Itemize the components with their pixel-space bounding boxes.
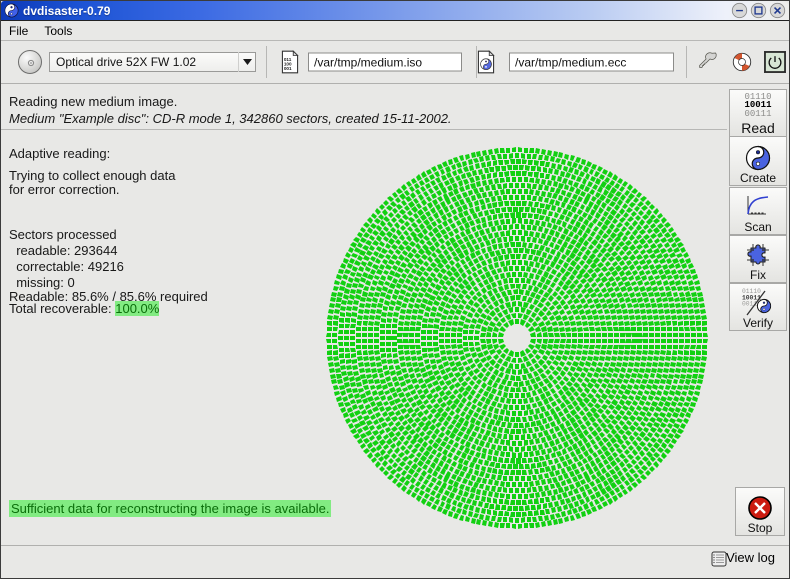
svg-text:001: 001	[284, 66, 292, 71]
